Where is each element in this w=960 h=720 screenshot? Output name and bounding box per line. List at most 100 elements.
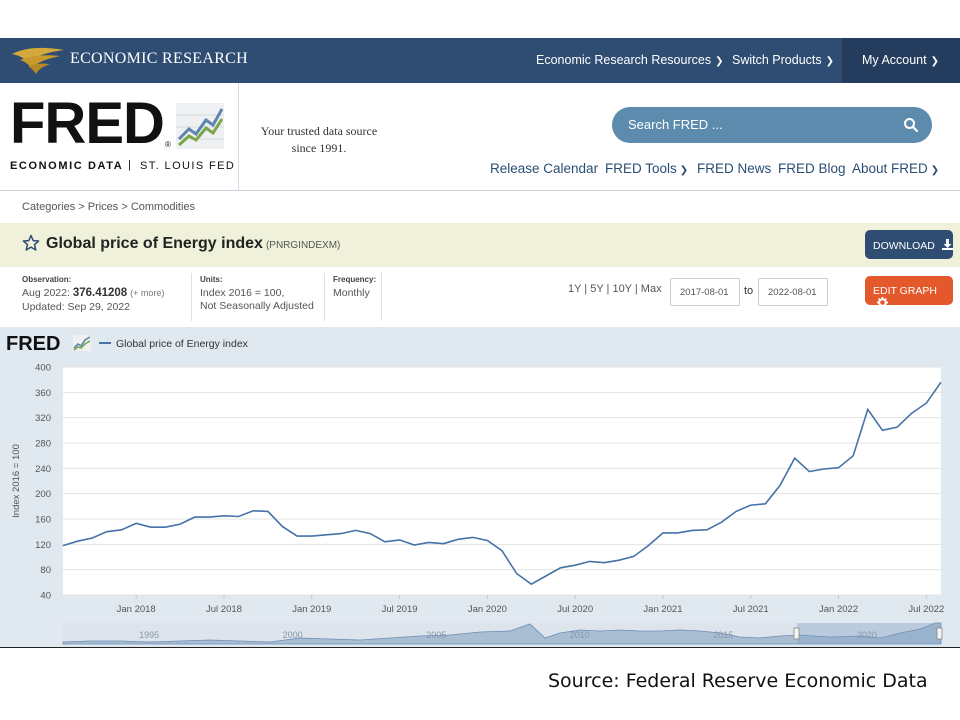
nav-label: Economic Research Resources [536, 53, 712, 67]
navigator-series [62, 622, 942, 645]
download-icon [941, 239, 953, 250]
y-tick-label: 120 [35, 540, 51, 551]
chevron-down-icon: ❯ [715, 56, 724, 67]
logo-subtitle-left: ECONOMIC DATA [10, 160, 124, 172]
series-id: (PNRGINDEXM) [265, 240, 341, 251]
series-title-bar: Global price of Energy index (PNRGINDEXM)… [0, 223, 960, 267]
edit-graph-label: EDIT GRAPH [873, 285, 937, 297]
units-line-1: Index 2016 = 100, [200, 287, 285, 299]
x-tick-label: Jan 2018 [117, 604, 156, 615]
nav-label: FRED News [697, 161, 772, 176]
y-tick-label: 280 [35, 439, 51, 450]
gear-icon [877, 297, 888, 308]
navigator-year-label: 2005 [426, 630, 446, 640]
x-tick-label: Jul 2022 [908, 604, 944, 615]
logo-subtitle-right: ST. LOUIS FED [140, 160, 236, 172]
eagle-logo-icon[interactable] [10, 44, 66, 76]
header-divider [238, 83, 239, 191]
tagline-line-2: since 1991. [291, 141, 347, 155]
line-chart: FRED Global price of Energy index 40 80 12… [6, 333, 944, 645]
series-line [62, 381, 942, 586]
search-icon[interactable] [902, 116, 920, 134]
observation-more-link[interactable]: (+ more) [130, 288, 165, 298]
fred-browser-view: ECONOMIC RESEARCH Economic Research Reso… [0, 38, 960, 648]
nav-fred-blog[interactable]: FRED Blog [778, 161, 846, 176]
nav-label: Switch Products [732, 53, 822, 67]
series-title-text: Global price of Energy index [46, 235, 263, 252]
logo-subtitle-separator: | [128, 159, 131, 171]
nav-label: Release Calendar [490, 161, 599, 176]
x-tick-label: Jan 2020 [468, 604, 507, 615]
observation-date: Aug 2022: [22, 287, 70, 299]
units-label: Units: [200, 275, 223, 284]
observation-value-line: Aug 2022: 376.41208 (+ more) [22, 287, 164, 300]
navigator-handle-left[interactable] [793, 627, 800, 640]
edit-graph-button[interactable]: EDIT GRAPH [865, 276, 953, 308]
chevron-down-icon: ❯ [930, 56, 940, 67]
x-tick-label: Jan 2022 [819, 604, 858, 615]
chevron-down-icon: ❯ [825, 56, 835, 67]
nav-release-calendar[interactable]: Release Calendar [490, 161, 598, 176]
chart-fred-logo: FRED [6, 333, 60, 355]
nav-switch-products[interactable]: Switch Products ❯ [732, 53, 834, 67]
search-input[interactable]: Search FRED ... [628, 117, 723, 132]
nav-about-fred[interactable]: About FRED ❯ [852, 161, 939, 176]
nav-label: FRED Tools [605, 161, 677, 176]
search-bar[interactable]: Search FRED ... [612, 107, 932, 143]
info-divider [324, 273, 325, 321]
info-divider [191, 273, 192, 321]
y-tick-label: 320 [35, 413, 51, 424]
navigator-year-label: 2010 [570, 630, 590, 640]
tagline: Your trusted data source since 1991. [246, 123, 392, 157]
nav-label: FRED Blog [778, 161, 846, 176]
site-header: FRED ® ECONOMIC DATA | ST. LOUIS FED You… [0, 83, 960, 191]
breadcrumb[interactable]: Categories > Prices > Commodities [0, 191, 960, 223]
nav-label: About FRED [852, 161, 928, 176]
chart-area: FRED Global price of Energy index 40 80 12… [0, 327, 960, 647]
frequency-block: Frequency: Monthly [333, 275, 376, 300]
tagline-line-1: Your trusted data source [260, 124, 378, 138]
star-icon[interactable] [22, 234, 40, 252]
units-block: Units: Index 2016 = 100, Not Seasonally … [200, 275, 314, 313]
navigator-handle-right[interactable] [936, 627, 943, 640]
x-tick-label: Jul 2018 [206, 604, 242, 615]
navigator[interactable]: 1995 2000 2005 2010 2015 2020 [62, 622, 943, 645]
nav-label: My Account [862, 53, 927, 67]
range-options[interactable]: 1Y | 5Y | 10Y | Max [568, 283, 662, 295]
navigator-selection[interactable] [797, 623, 941, 644]
date-from-input[interactable]: 2017-08-01 [670, 278, 740, 306]
date-to-label: to [744, 285, 754, 297]
x-tick-label: Jan 2019 [292, 604, 331, 615]
y-tick-label: 200 [35, 489, 51, 500]
source-caption: Source: Federal Reserve Economic Data [548, 670, 928, 692]
chevron-down-icon: ❯ [679, 165, 689, 176]
chart-logo-icon [73, 335, 91, 351]
fred-chart-logo-icon [176, 103, 224, 149]
y-tick-label: 40 [40, 591, 51, 602]
download-button[interactable]: DOWNLOAD [865, 230, 953, 259]
nav-fred-news[interactable]: FRED News [697, 161, 771, 176]
observation-value: 376.41208 [72, 287, 128, 299]
x-tick-label: Jul 2021 [733, 604, 769, 615]
y-tick-label: 80 [40, 565, 51, 576]
legend-label[interactable]: Global price of Energy index [116, 338, 249, 350]
nav-economic-research-resources[interactable]: Economic Research Resources ❯ [536, 53, 723, 67]
frequency-value: Monthly [333, 287, 370, 299]
nav-fred-tools[interactable]: FRED Tools ❯ [605, 161, 688, 176]
x-tick-label: Jul 2020 [557, 604, 593, 615]
date-to-input[interactable]: 2022-08-01 [758, 278, 828, 306]
y-tick-label: 240 [35, 464, 51, 475]
download-label: DOWNLOAD [873, 240, 935, 252]
info-divider [381, 273, 382, 321]
plot-area [63, 367, 941, 595]
economic-research-brand[interactable]: ECONOMIC RESEARCH [70, 50, 249, 67]
navigator-year-label: 2020 [857, 630, 877, 640]
nav-my-account[interactable]: My Account ❯ [842, 38, 960, 83]
fred-logo[interactable]: FRED [10, 91, 165, 156]
chevron-down-icon: ❯ [930, 165, 940, 176]
updated-date: Updated: Sep 29, 2022 [22, 301, 131, 313]
series-title: Global price of Energy index (PNRGINDEXM) [46, 235, 340, 253]
registered-mark: ® [165, 140, 171, 149]
y-tick-label: 400 [35, 363, 51, 374]
units-line-2: Not Seasonally Adjusted [200, 300, 314, 312]
